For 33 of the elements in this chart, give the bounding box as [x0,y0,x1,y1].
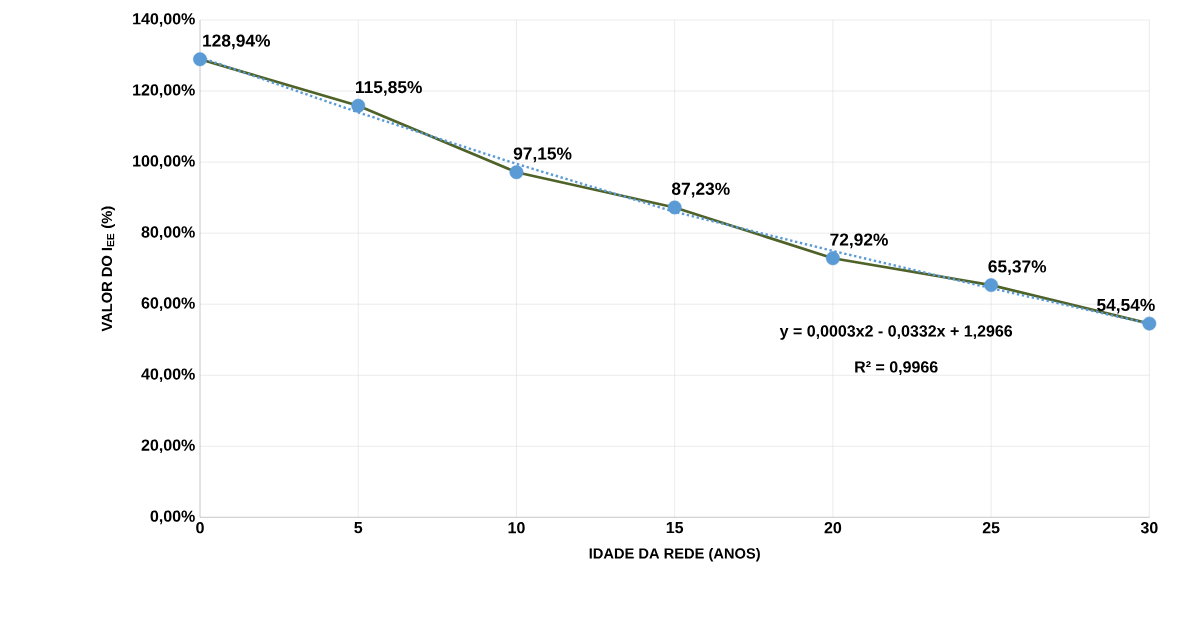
y-tick-label: 20,00% [141,439,195,453]
point [984,278,999,292]
x-tick-label: 20 [824,521,842,534]
point [825,251,840,266]
point [667,200,682,215]
data-label: 87,23% [671,182,730,198]
data-label: 54,54% [1097,298,1155,314]
point [1142,316,1157,331]
annotation: y = 0,0003x2 - 0,0332x + 1,2966 [779,325,1013,340]
data-label: 72,92% [830,233,888,249]
x-tick-label: 30 [1140,521,1158,534]
x-tick-label: 0 [196,521,204,534]
y-tick-label: 60,00% [141,297,195,311]
y-tick-label: 140,00% [133,13,195,27]
data-label: 65,37% [988,260,1047,275]
y-tick-label: 120,00% [133,84,195,98]
y-tick-label: 0,00% [150,510,195,524]
data-label: 97,15% [513,147,572,163]
point [509,165,524,179]
point [193,52,207,67]
x-tick-label: 5 [354,521,363,534]
data-label: 115,85% [356,80,422,96]
point [351,98,366,113]
y-tick-label: 100,00% [133,155,195,169]
y-tick-label: 80,00% [141,226,195,240]
x-axis-title: IDADE DA REDE (ANOS) [589,547,760,562]
data-label: 128,94% [203,34,271,50]
y-axis-title: VALOR DO I$_{EE}$ (%) [101,206,115,332]
y-tick-label: 40,00% [141,368,195,382]
x-tick-label: 10 [508,521,525,534]
x-tick-label: 25 [982,521,1000,534]
annotation: R² = 0,9966 [855,361,938,375]
x-tick-label: 15 [666,521,684,534]
